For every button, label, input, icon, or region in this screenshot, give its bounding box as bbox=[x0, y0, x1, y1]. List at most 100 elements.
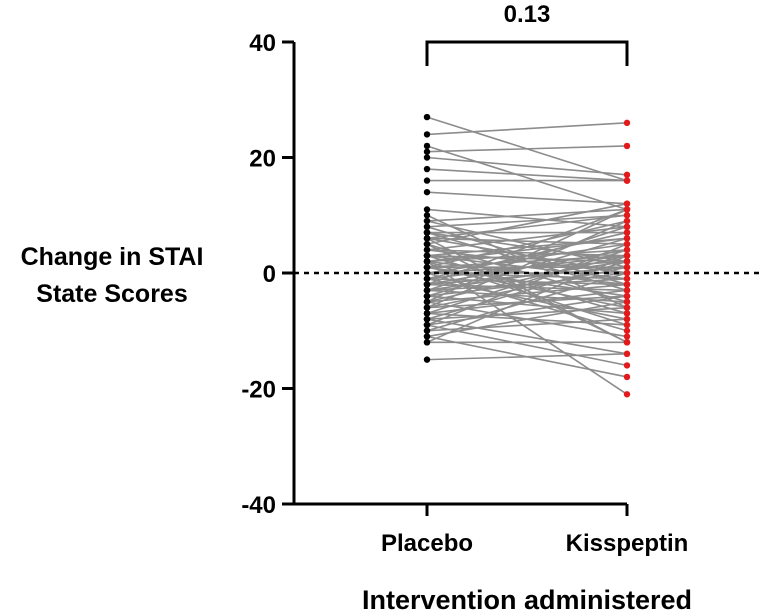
placebo-point bbox=[423, 304, 431, 311]
kisspeptin-point bbox=[623, 246, 631, 254]
kisspeptin-point bbox=[623, 252, 631, 259]
placebo-point bbox=[423, 333, 431, 340]
placebo-point bbox=[423, 223, 431, 230]
kisspeptin-point bbox=[623, 223, 631, 230]
pair-line bbox=[426, 353, 628, 361]
placebo-point bbox=[423, 113, 431, 121]
pair-line bbox=[426, 318, 628, 332]
placebo-point bbox=[423, 316, 431, 323]
pair-line bbox=[426, 260, 628, 292]
y-tick-label: 0 bbox=[263, 261, 276, 288]
kisspeptin-point bbox=[623, 304, 631, 311]
pair-line bbox=[426, 243, 628, 326]
kisspeptin-point bbox=[623, 217, 631, 225]
pair-line bbox=[426, 226, 628, 292]
placebo-point bbox=[423, 240, 431, 248]
pair-line bbox=[426, 220, 628, 269]
pair-line bbox=[426, 249, 628, 257]
kisspeptin-point bbox=[623, 212, 631, 219]
kisspeptin-point bbox=[623, 327, 631, 334]
placebo-point bbox=[423, 252, 431, 259]
pair-line bbox=[426, 122, 628, 136]
pair-lines bbox=[426, 116, 628, 395]
p-value-label: 0.13 bbox=[504, 1, 551, 28]
pair-line bbox=[426, 168, 628, 182]
kisspeptin-point bbox=[623, 119, 631, 127]
pair-line bbox=[426, 208, 628, 303]
kisspeptin-point bbox=[623, 229, 631, 236]
pair-line bbox=[426, 208, 628, 222]
kisspeptin-point bbox=[623, 200, 631, 207]
placebo-point bbox=[423, 275, 431, 282]
placebo-point bbox=[423, 264, 431, 271]
kisspeptin-point bbox=[623, 287, 631, 294]
pair-line bbox=[426, 226, 628, 251]
placebo-point bbox=[423, 339, 431, 346]
placebo-point bbox=[423, 292, 431, 300]
placebo-point bbox=[423, 217, 431, 225]
y-tick-label: -40 bbox=[241, 492, 276, 519]
pair-line bbox=[426, 214, 628, 309]
placebo-point bbox=[423, 165, 431, 173]
kisspeptin-point bbox=[623, 339, 631, 346]
pair-line bbox=[426, 145, 628, 153]
pair-line bbox=[426, 260, 628, 395]
pair-line bbox=[426, 254, 628, 303]
y-tick-label: -20 bbox=[241, 377, 276, 404]
kisspeptin-point bbox=[623, 240, 631, 248]
pair-line bbox=[426, 272, 628, 332]
y-ticks: -40 -20 0 20 40 bbox=[241, 30, 294, 519]
placebo-point bbox=[423, 246, 431, 254]
placebo-point bbox=[423, 235, 431, 242]
placebo-point bbox=[423, 327, 431, 334]
pair-line bbox=[426, 220, 628, 309]
pair-line bbox=[426, 324, 628, 367]
kisspeptin-point bbox=[623, 316, 631, 323]
kisspeptin-point bbox=[623, 275, 631, 282]
pair-line bbox=[426, 249, 628, 315]
kisspeptin-point bbox=[623, 171, 631, 179]
pair-line bbox=[426, 283, 628, 303]
pair-line bbox=[426, 295, 628, 326]
pair-line bbox=[426, 318, 628, 355]
kisspeptin-point bbox=[623, 177, 631, 184]
pair-line bbox=[426, 202, 628, 245]
placebo-point bbox=[423, 281, 431, 288]
kisspeptin-point bbox=[623, 235, 631, 242]
points-placebo bbox=[423, 113, 431, 363]
pair-line bbox=[426, 301, 628, 338]
placebo-point bbox=[423, 142, 431, 150]
y-tick-label: 40 bbox=[249, 30, 276, 57]
kisspeptin-point bbox=[623, 321, 631, 329]
kisspeptin-point bbox=[623, 142, 631, 150]
pair-line bbox=[426, 208, 628, 286]
placebo-point bbox=[423, 188, 431, 196]
placebo-point bbox=[423, 310, 431, 317]
placebo-point bbox=[423, 154, 431, 161]
pair-line bbox=[426, 145, 628, 211]
kisspeptin-point bbox=[623, 333, 631, 340]
placebo-point bbox=[423, 287, 431, 294]
x-axis-title: Intervention administered bbox=[362, 585, 692, 614]
placebo-point bbox=[423, 229, 431, 236]
pair-line bbox=[426, 237, 628, 263]
placebo-point bbox=[423, 269, 431, 277]
kisspeptin-point bbox=[623, 264, 631, 271]
significance-bracket bbox=[425, 40, 629, 66]
x-category-label: Placebo bbox=[381, 530, 473, 557]
pair-line bbox=[426, 156, 628, 176]
placebo-point bbox=[423, 321, 431, 329]
placebo-point bbox=[423, 148, 431, 155]
pair-line bbox=[426, 214, 628, 240]
placebo-point bbox=[423, 177, 431, 184]
points-kisspeptin bbox=[623, 119, 631, 398]
placebo-point bbox=[423, 131, 431, 138]
kisspeptin-point bbox=[623, 292, 631, 300]
kisspeptin-point bbox=[623, 373, 631, 381]
pair-line bbox=[426, 254, 628, 344]
pair-line bbox=[426, 208, 628, 228]
pair-line bbox=[426, 214, 628, 228]
y-axis-label-line-2: State Scores bbox=[36, 280, 187, 308]
placebo-point bbox=[423, 258, 431, 265]
